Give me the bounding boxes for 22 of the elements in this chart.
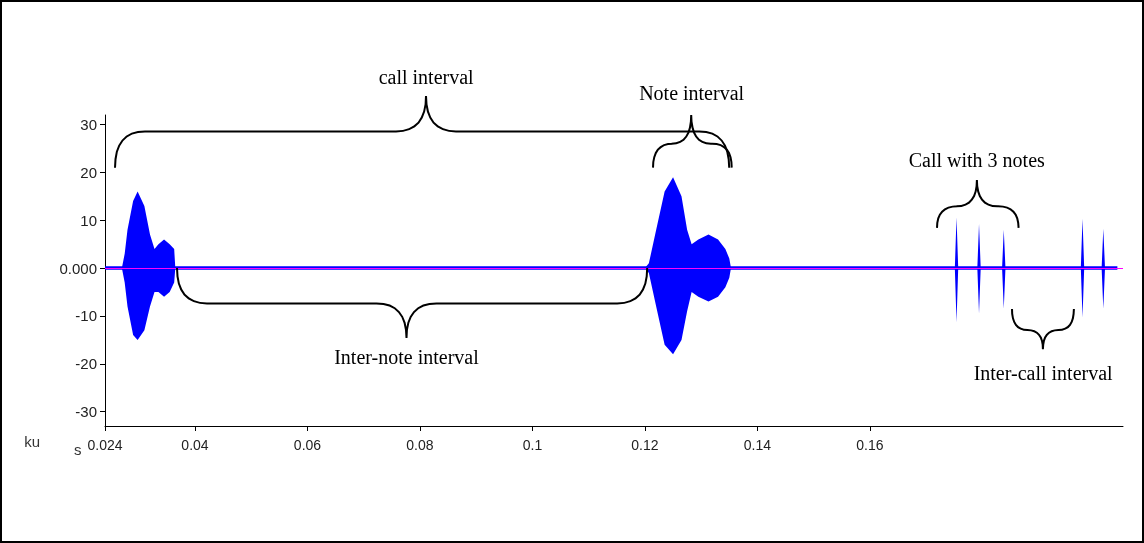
x-tick-label: 0.08 <box>406 437 434 453</box>
y-tick-label: -30 <box>75 403 97 421</box>
text: call interval <box>378 65 475 88</box>
x-axis-title: s <box>74 441 82 458</box>
x-tick-label: 0.12 <box>631 437 659 453</box>
y-tick-label: 10 <box>80 211 97 229</box>
x-tick-label: 0.16 <box>856 437 884 453</box>
y-tick-label: -10 <box>75 307 97 325</box>
x-tick-label: 0.06 <box>293 437 322 453</box>
y-axis-title: ku <box>24 433 40 450</box>
annotation: Inter-note interval <box>334 345 480 368</box>
annotation: Inter-call interval <box>973 362 1114 385</box>
x-tick-label: 0.024 <box>87 437 123 453</box>
y-tick-label: 20 <box>80 163 97 181</box>
x-tick-label: 0.04 <box>181 437 209 453</box>
text: Note interval <box>639 82 745 105</box>
y-tick-label: 0.000 <box>59 259 97 277</box>
x-tick-label: 0.14 <box>743 437 772 453</box>
annotation: Call with 3 notes <box>908 149 1046 172</box>
x-tick-label: 0.1 <box>522 437 543 453</box>
y-tick-label: -20 <box>75 355 97 373</box>
y-tick-label: 30 <box>80 116 97 134</box>
